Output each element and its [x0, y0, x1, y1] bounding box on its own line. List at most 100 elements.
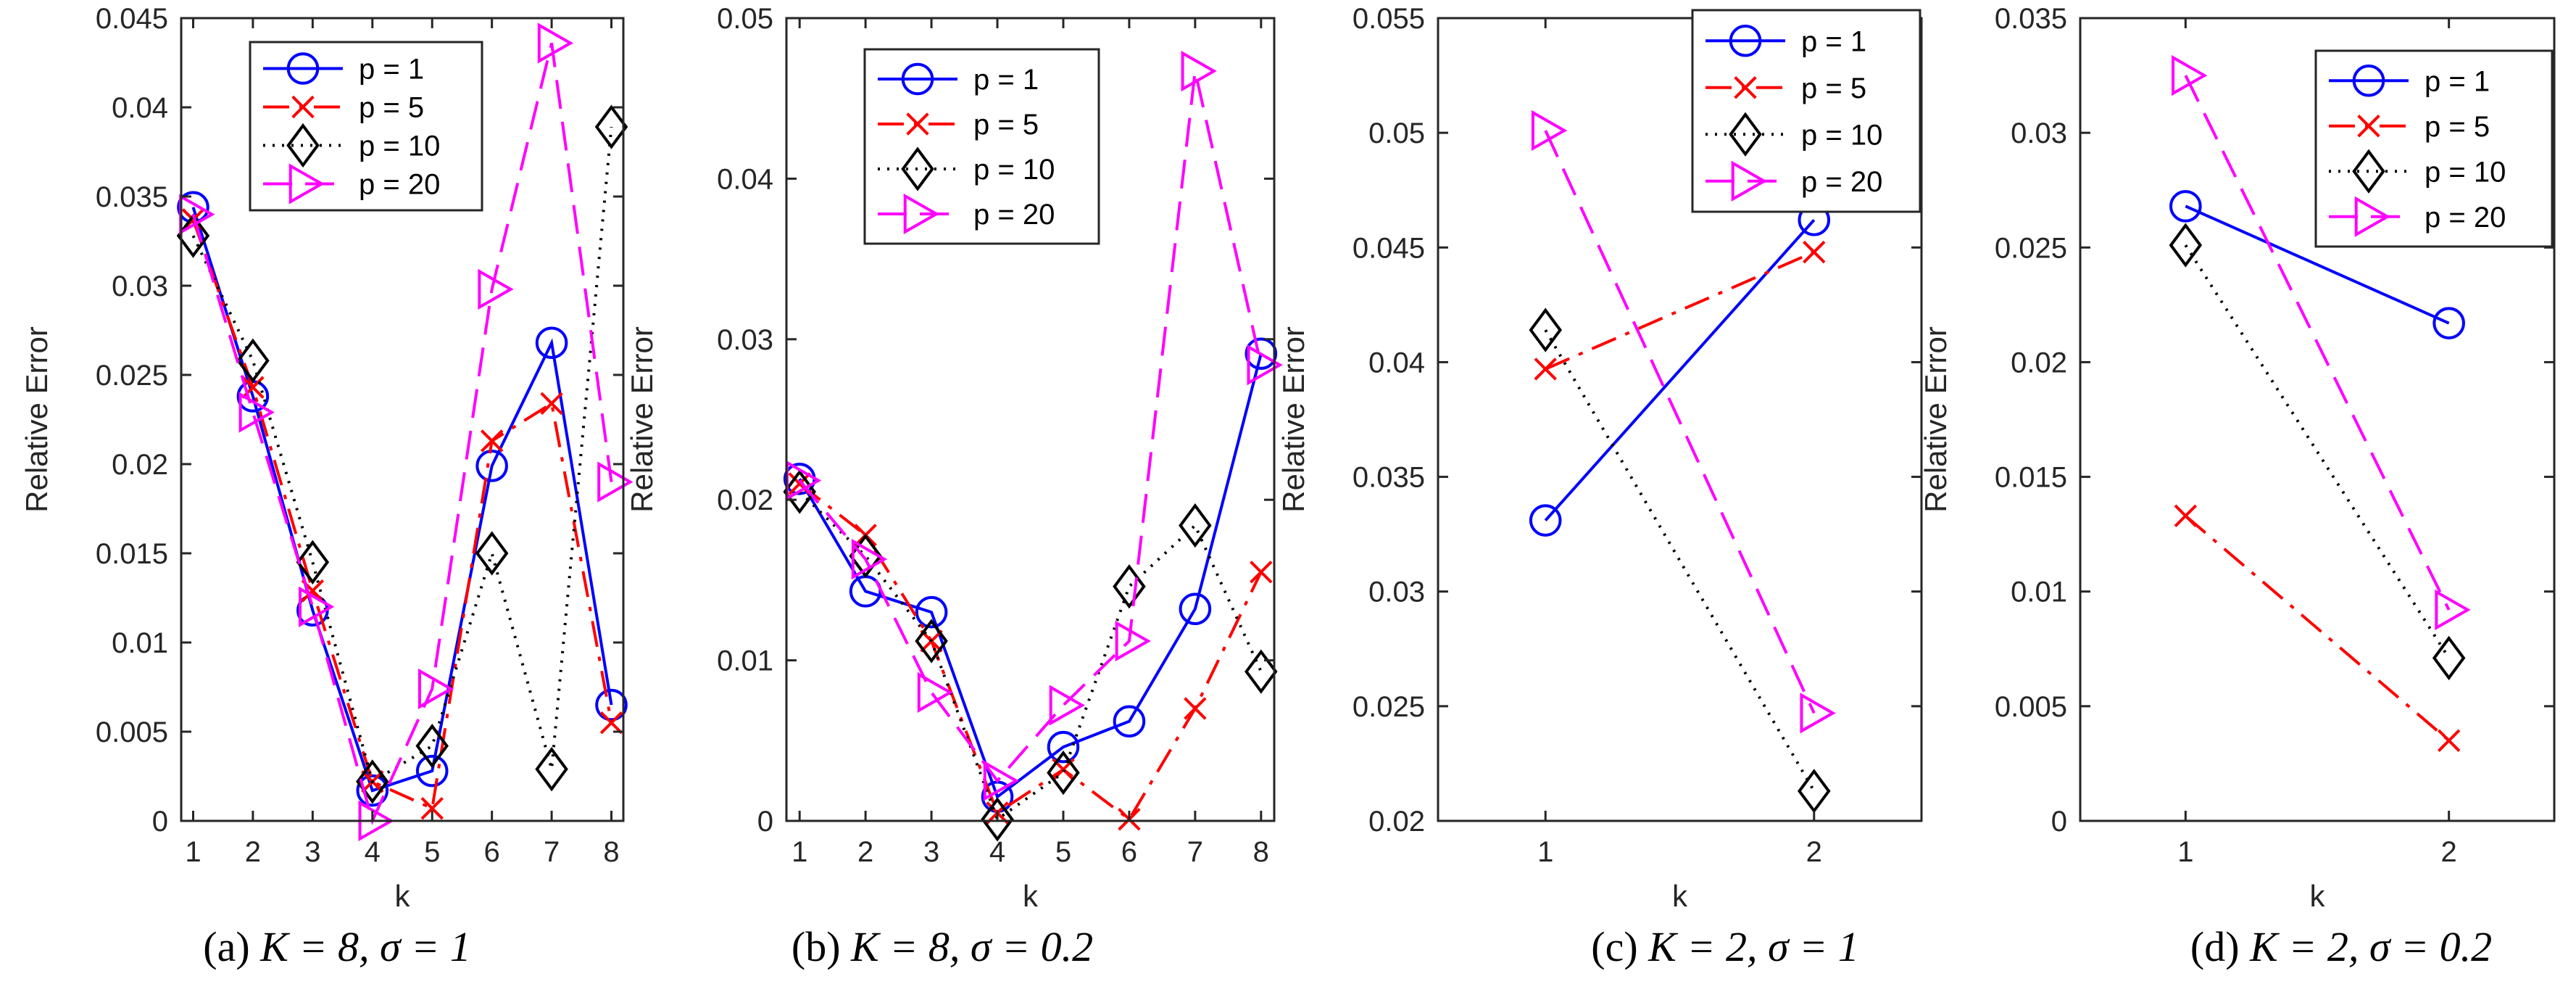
- y-tick-label: 0.02: [1368, 806, 1425, 838]
- subfigure-caption: (b) K = 8, σ = 0.2: [792, 923, 1093, 970]
- data-point: [917, 672, 954, 714]
- y-tick-label: 0.02: [112, 449, 168, 481]
- legend-label: p = 10: [359, 131, 440, 162]
- x-tick-label: 8: [1253, 836, 1269, 868]
- data-point: [983, 760, 1019, 801]
- data-point: [540, 392, 563, 416]
- chart-panel-2: 0 0.01 0.02 0.03 0.04 0.05 1 2 3 4 5 6 7 8 k Relative E…: [625, 3, 1283, 970]
- data-point: [1803, 240, 1826, 264]
- legend: p = 1 p = 5 p = 10 p = 20: [1691, 9, 1921, 213]
- x-axis-label: k: [1672, 879, 1688, 913]
- series-p5: [2174, 504, 2461, 753]
- data-point: [420, 797, 444, 820]
- data-point: [236, 338, 270, 383]
- data-point: [1534, 358, 1557, 381]
- data-point: [535, 326, 568, 360]
- legend-marker: [903, 193, 939, 235]
- legend-label: p = 10: [2425, 156, 2506, 188]
- legend-label: p = 10: [973, 154, 1055, 186]
- y-axis-label: Relative Error: [625, 326, 659, 513]
- data-point: [915, 619, 948, 664]
- y-tick-label: 0.025: [1353, 691, 1425, 723]
- chart-panel-1: 0 0.005 0.01 0.015 0.02 0.025 0.03 0.035 0.04 0.0…: [20, 3, 633, 970]
- x-tick-label: 4: [365, 836, 381, 868]
- y-tick-label: 0: [2051, 806, 2067, 838]
- data-point: [2169, 223, 2203, 268]
- data-point: [1047, 730, 1080, 764]
- y-axis-label: Relative Error: [20, 326, 54, 513]
- data-point: [851, 538, 888, 580]
- caption-math: K = 2, σ = 1: [1648, 923, 1859, 970]
- y-tick-label: 0.045: [1353, 232, 1425, 264]
- data-point: [296, 540, 330, 584]
- legend-label: p = 5: [973, 109, 1039, 141]
- data-point: [537, 22, 574, 64]
- data-point: [1181, 50, 1217, 92]
- caption-math: K = 8, σ = 1: [259, 923, 471, 970]
- caption-math: K = 2, σ = 0.2: [2249, 923, 2492, 970]
- series-line: [2185, 514, 2450, 742]
- caption-label: (b): [792, 923, 851, 970]
- y-tick-label: 0.03: [112, 270, 168, 302]
- x-tick-label: 1: [2177, 836, 2193, 868]
- data-point: [595, 688, 628, 722]
- data-point: [594, 104, 628, 149]
- x-tick-label: 5: [424, 836, 440, 868]
- data-point: [1800, 693, 1836, 734]
- data-point: [915, 595, 948, 629]
- data-point: [1245, 337, 1278, 371]
- data-point: [1179, 503, 1212, 548]
- y-tick-label: 0.03: [1368, 577, 1425, 608]
- x-tick-label: 3: [923, 836, 939, 868]
- data-point: [1250, 561, 1273, 584]
- legend-marker: [2354, 196, 2390, 237]
- legend-marker: [288, 163, 325, 204]
- x-tick-label: 1: [1537, 836, 1553, 868]
- data-point: [415, 724, 449, 769]
- y-tick-label: 0.03: [717, 324, 773, 356]
- series-p20: [1531, 109, 1836, 734]
- legend-label: p = 5: [359, 92, 424, 124]
- series-line: [798, 353, 1263, 800]
- chart-panel-3: 0.02 0.025 0.03 0.035 0.04 0.045 0.05 0.055 1 2 k R…: [1276, 3, 1923, 970]
- x-tick-label: 8: [603, 836, 619, 868]
- legend-marker: [1734, 76, 1757, 99]
- legend-label: p = 1: [2425, 65, 2490, 97]
- series-line: [191, 219, 613, 811]
- y-tick-label: 0.02: [717, 484, 773, 516]
- y-tick-label: 0.035: [1353, 462, 1425, 494]
- x-tick-label: 6: [1121, 836, 1137, 868]
- legend-label: p = 10: [1801, 119, 1882, 151]
- x-tick-label: 3: [304, 836, 320, 868]
- series-p1: [2169, 190, 2465, 339]
- legend-label: p = 20: [2425, 202, 2506, 234]
- legend-marker: [901, 62, 934, 96]
- y-tick-label: 0.04: [112, 92, 168, 124]
- data-point: [599, 711, 623, 735]
- x-tick-label: 2: [1806, 836, 1822, 868]
- y-tick-label: 0.05: [1368, 117, 1425, 149]
- y-tick-label: 0.01: [717, 645, 773, 677]
- data-point: [1047, 750, 1080, 796]
- data-point: [981, 797, 1014, 842]
- legend: p = 1 p = 5 p = 10 p = 20: [2314, 49, 2554, 248]
- data-point: [597, 461, 633, 503]
- data-point: [238, 392, 275, 433]
- y-tick-label: 0.035: [1995, 3, 2067, 35]
- series-p20: [785, 50, 1283, 801]
- data-point: [299, 586, 335, 627]
- y-tick-label: 0.005: [96, 716, 168, 748]
- caption-label: (c): [1591, 923, 1648, 970]
- caption-label: (d): [2190, 923, 2250, 970]
- data-point: [1529, 504, 1562, 537]
- y-tick-label: 0.055: [1353, 3, 1425, 35]
- data-point: [1245, 649, 1278, 694]
- y-tick-label: 0.015: [1995, 462, 2067, 494]
- series-line: [1544, 329, 1816, 792]
- chart-panel-4: 0 0.005 0.01 0.015 0.02 0.025 0.03 0.035 1 2 k Rela…: [1919, 3, 2556, 970]
- data-point: [1113, 564, 1146, 609]
- legend-marker: [906, 112, 929, 136]
- x-tick-label: 2: [857, 836, 873, 868]
- y-tick-label: 0.015: [96, 538, 168, 570]
